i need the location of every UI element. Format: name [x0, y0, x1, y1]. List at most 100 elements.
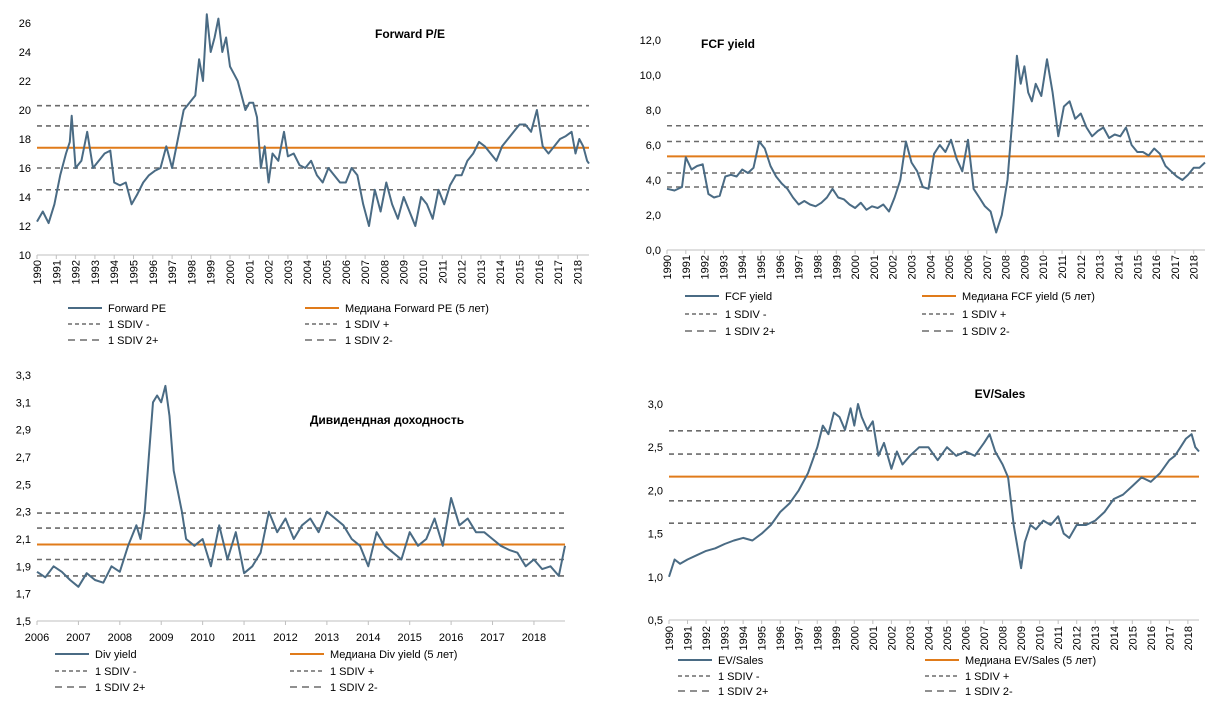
- legend-label: Медиана Forward PE (5 лет): [345, 303, 489, 315]
- legend-label: 1 SDIV +: [962, 309, 1006, 321]
- x-tick-label: 2012: [1076, 255, 1088, 279]
- x-tick-label: 2016: [1151, 255, 1163, 279]
- y-tick-label: 14: [19, 192, 31, 204]
- x-tick-label: 1999: [831, 626, 843, 650]
- x-tick-label: 2007: [979, 626, 991, 650]
- x-tick-label: 2008: [998, 626, 1010, 650]
- legend-label: 1 SDIV +: [965, 671, 1009, 683]
- y-tick-label: 2,3: [16, 507, 31, 519]
- y-tick-label: 0,5: [648, 615, 663, 627]
- x-tick-label: 2008: [379, 260, 391, 284]
- x-tick-label: 1997: [794, 255, 806, 279]
- x-tick-label: 2011: [232, 632, 256, 644]
- y-tick-label: 2,1: [16, 534, 31, 546]
- x-tick-label: 2006: [961, 626, 973, 650]
- x-tick-label: 1995: [129, 260, 141, 284]
- x-tick-label: 1991: [51, 260, 63, 284]
- x-tick-label: 2002: [886, 626, 898, 650]
- x-tick-label: 2007: [360, 260, 372, 284]
- x-tick-label: 2007: [982, 255, 994, 279]
- x-tick-label: 1996: [775, 626, 787, 650]
- y-tick-label: 16: [19, 163, 31, 175]
- y-tick-label: 20: [19, 105, 31, 117]
- y-tick-label: 3,0: [648, 399, 663, 411]
- legend-label: 1 SDIV 2+: [108, 335, 158, 347]
- legend-label: 1 SDIV 2-: [962, 326, 1010, 338]
- x-tick-label: 2008: [108, 632, 132, 644]
- y-tick-label: 26: [19, 18, 31, 30]
- legend-label: Forward PE: [108, 303, 166, 315]
- x-tick-label: 2000: [849, 626, 861, 650]
- legend-label: 1 SDIV -: [718, 671, 760, 683]
- chart-title: Дивидендная доходность: [310, 413, 464, 427]
- x-tick-label: 1996: [148, 260, 160, 284]
- y-tick-label: 18: [19, 134, 31, 146]
- y-tick-label: 1,5: [648, 529, 663, 541]
- legend-label: EV/Sales: [718, 655, 764, 667]
- legend-label: Медиана EV/Sales (5 лет): [965, 655, 1096, 667]
- x-tick-label: 1998: [186, 260, 198, 284]
- legend-label: 1 SDIV -: [725, 309, 767, 321]
- x-tick-label: 2007: [66, 632, 90, 644]
- x-tick-label: 2009: [1019, 255, 1031, 279]
- x-tick-label: 1996: [775, 255, 787, 279]
- x-tick-label: 1992: [71, 260, 83, 284]
- x-tick-label: 2015: [515, 260, 527, 284]
- x-tick-label: 2017: [1164, 626, 1176, 650]
- series-line: [36, 384, 566, 588]
- legend-label: Медиана Div yield (5 лет): [330, 649, 457, 661]
- chart-title: FCF yield: [701, 37, 755, 51]
- y-tick-label: 2,0: [646, 210, 661, 222]
- x-tick-label: 1990: [662, 255, 674, 279]
- x-tick-label: 1999: [831, 255, 843, 279]
- legend-label: 1 SDIV 2-: [965, 686, 1013, 698]
- x-tick-label: 2006: [25, 632, 49, 644]
- x-tick-label: 1997: [794, 626, 806, 650]
- x-tick-label: 2004: [923, 626, 935, 650]
- x-tick-label: 1991: [683, 626, 695, 650]
- x-tick-label: 1994: [738, 626, 750, 650]
- x-tick-label: 2003: [905, 626, 917, 650]
- y-tick-label: 1,5: [16, 616, 31, 628]
- x-tick-label: 2018: [1183, 626, 1195, 650]
- x-tick-label: 2004: [925, 255, 937, 279]
- x-tick-label: 2009: [399, 260, 411, 284]
- x-tick-label: 1994: [737, 255, 749, 279]
- x-tick-label: 2014: [1109, 626, 1121, 650]
- x-tick-label: 2018: [522, 632, 546, 644]
- y-tick-label: 12: [19, 221, 31, 233]
- x-tick-label: 1995: [756, 255, 768, 279]
- x-tick-label: 2003: [283, 260, 295, 284]
- x-tick-label: 2016: [439, 632, 463, 644]
- y-tick-label: 2,0: [648, 485, 663, 497]
- legend-label: Медиана FCF yield (5 лет): [962, 291, 1095, 303]
- x-tick-label: 2010: [418, 260, 430, 284]
- x-tick-label: 1999: [206, 260, 218, 284]
- x-tick-label: 2015: [397, 632, 421, 644]
- x-tick-label: 2013: [476, 260, 488, 284]
- legend-label: 1 SDIV 2+: [718, 686, 768, 698]
- legend-label: 1 SDIV +: [330, 666, 374, 678]
- x-tick-label: 2013: [315, 632, 339, 644]
- x-tick-label: 2012: [457, 260, 469, 284]
- x-tick-label: 2011: [1057, 255, 1069, 279]
- series-line: [666, 54, 1206, 234]
- x-tick-label: 2004: [302, 260, 314, 284]
- y-tick-label: 12,0: [640, 35, 661, 47]
- x-tick-label: 2012: [273, 632, 297, 644]
- y-tick-label: 2,5: [16, 479, 31, 491]
- legend-label: 1 SDIV +: [345, 319, 389, 331]
- x-tick-label: 2014: [1113, 255, 1125, 279]
- legend-label: 1 SDIV -: [108, 319, 150, 331]
- legend-label: FCF yield: [725, 291, 772, 303]
- x-tick-label: 2015: [1127, 626, 1139, 650]
- x-tick-label: 2000: [225, 260, 237, 284]
- legend-label: 1 SDIV 2+: [725, 326, 775, 338]
- y-tick-label: 0,0: [646, 245, 661, 257]
- x-tick-label: 2014: [495, 260, 507, 284]
- x-tick-label: 2017: [480, 632, 504, 644]
- x-tick-label: 1995: [757, 626, 769, 650]
- legend-label: 1 SDIV 2-: [330, 682, 378, 694]
- series-line: [668, 403, 1200, 578]
- x-tick-label: 2001: [868, 626, 880, 650]
